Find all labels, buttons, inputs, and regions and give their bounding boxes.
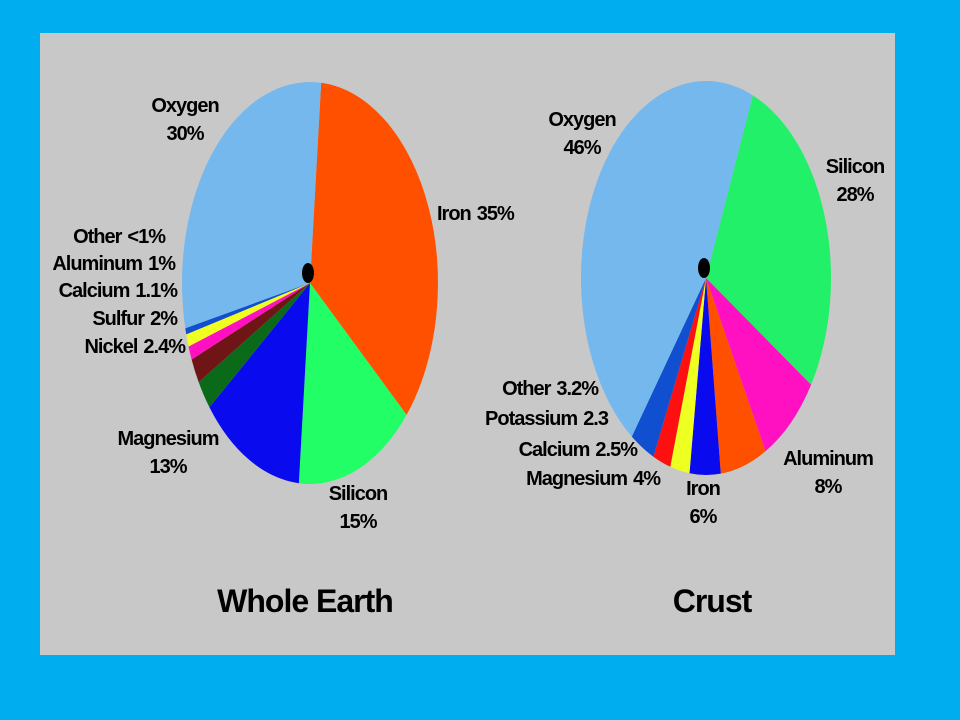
pie-slice: [198, 283, 310, 408]
slice-label: Potassium 2.3: [485, 408, 609, 430]
slice-name: Iron: [437, 203, 471, 225]
pie-slice: [185, 283, 310, 335]
slice-value: 3.2%: [556, 378, 599, 400]
chart-title: Crust: [673, 583, 753, 619]
slice-name: Oxygen: [548, 109, 615, 131]
slice-value: 2.3: [583, 408, 609, 430]
center-dot: [698, 258, 710, 278]
pie-slice: [706, 278, 812, 452]
slice-label: Oxygen 46%: [548, 109, 615, 159]
pie-slice: [186, 283, 310, 347]
slice-value: 13%: [149, 456, 187, 478]
pie-slice: [631, 278, 706, 457]
center-dot: [302, 263, 314, 283]
slice-value: 1.1%: [135, 280, 178, 302]
slice-name: Magnesium: [526, 468, 627, 490]
slice-label: Magnesium 4%: [526, 468, 661, 490]
slice-label: Silicon 28%: [826, 156, 885, 206]
slice-name: Aluminum: [783, 448, 873, 470]
slice-value: 1%: [148, 253, 176, 275]
slice-name: Potassium: [485, 408, 577, 430]
slice-value: <1%: [127, 226, 166, 248]
slice-name: Silicon: [826, 156, 885, 178]
pie-slice: [209, 283, 310, 484]
chart-title: Whole Earth: [217, 583, 393, 619]
slice-value: 2.4%: [143, 336, 186, 358]
slice-value: 30%: [166, 123, 204, 145]
pie-slice: [298, 283, 407, 484]
slice-label: Oxygen 30%: [151, 95, 218, 145]
slice-label: Nickel 2.4%: [84, 336, 186, 358]
pie-slice: [310, 82, 438, 415]
slice-label: Other <1%: [73, 226, 166, 248]
slice-value: 8%: [815, 476, 843, 498]
slice-value: 15%: [339, 511, 377, 533]
slice-label: Sulfur 2%: [92, 308, 178, 330]
slice-name: Calcium: [519, 439, 590, 461]
pie-slice: [706, 278, 766, 474]
slice-value: 6%: [690, 506, 718, 528]
slice-name: Other: [73, 226, 123, 248]
slice-value: 35%: [477, 203, 515, 225]
slice-name: Sulfur: [92, 308, 145, 330]
slice-label: Aluminum 8%: [783, 448, 873, 498]
pie-slice: [670, 278, 706, 474]
slice-label: Other 3.2%: [502, 378, 599, 400]
slice-label: Aluminum 1%: [52, 253, 176, 275]
slice-name: Oxygen: [151, 95, 218, 117]
pie-slice: [689, 278, 721, 475]
slice-value: 4%: [633, 468, 661, 490]
slice-name: Calcium: [59, 280, 130, 302]
slice-label: Silicon 15%: [329, 483, 388, 533]
slice-value: 2.5%: [595, 439, 638, 461]
slice-label: Calcium 2.5%: [519, 439, 639, 461]
slice-label: Magnesium 13%: [117, 428, 218, 478]
pie-slice: [182, 82, 322, 329]
pie-slice: [653, 278, 706, 467]
slice-label: Iron 35%: [437, 203, 515, 225]
slice-value: 28%: [836, 184, 874, 206]
pie-slice: [581, 80, 753, 437]
pie-slice: [188, 283, 310, 360]
slice-name: Other: [502, 378, 552, 400]
slice-value: 46%: [563, 137, 601, 159]
pie-slice: [191, 283, 310, 383]
slice-name: Silicon: [329, 483, 388, 505]
slice-name: Aluminum: [52, 253, 142, 275]
slice-value: 2%: [150, 308, 178, 330]
slice-label: Calcium 1.1%: [59, 280, 179, 302]
slice-name: Iron: [686, 478, 720, 500]
slice-name: Magnesium: [117, 428, 218, 450]
pie-slice: [706, 95, 831, 385]
slice-label: Iron 6%: [686, 478, 720, 528]
slice-name: Nickel: [84, 336, 137, 358]
